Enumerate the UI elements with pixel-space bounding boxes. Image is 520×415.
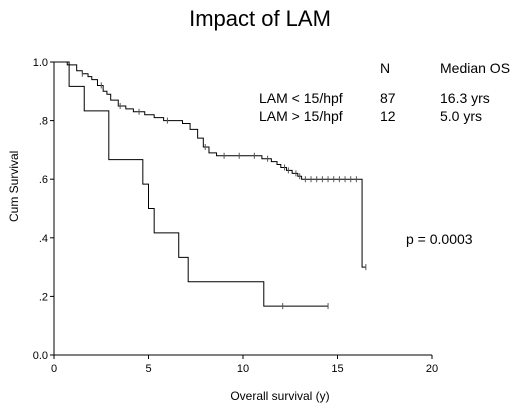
x-tick-label: 10 — [237, 363, 249, 375]
y-tick-label: 1.0 — [33, 57, 48, 69]
y-tick-label: .8 — [39, 116, 48, 128]
series-2-line — [54, 61, 329, 307]
chart-title: Impact of LAM — [189, 6, 331, 31]
legend-row-1-label: LAM < 15/hpf — [259, 90, 343, 106]
series-group — [54, 61, 367, 310]
x-tick-label: 0 — [51, 363, 57, 375]
legend-row-1-n: 87 — [380, 90, 396, 106]
legend-header-median: Median OS — [440, 60, 511, 76]
legend-header-n: N — [380, 60, 391, 76]
x-tick-label: 15 — [331, 363, 343, 375]
y-tick-label: 0.0 — [33, 350, 48, 362]
x-tick-label: 20 — [426, 363, 438, 375]
legend-row-2-label: LAM > 15/hpf — [259, 108, 343, 124]
axes: 0 5 10 15 20 0.0 .2 .4 .6 .8 1.0 — [33, 57, 438, 375]
series-1-line — [54, 61, 366, 268]
p-value-annotation: p = 0.0003 — [406, 231, 473, 247]
y-tick-label: .6 — [39, 174, 48, 186]
legend-row-2-median: 5.0 yrs — [440, 108, 483, 124]
x-axis-label: Overall survival (y) — [230, 389, 330, 403]
x-tick-label: 5 — [145, 363, 151, 375]
legend-row-1-median: 16.3 yrs — [440, 90, 490, 106]
y-tick-label: .4 — [39, 233, 48, 245]
legend-row-2-n: 12 — [380, 108, 396, 124]
y-tick-label: .2 — [39, 291, 48, 303]
